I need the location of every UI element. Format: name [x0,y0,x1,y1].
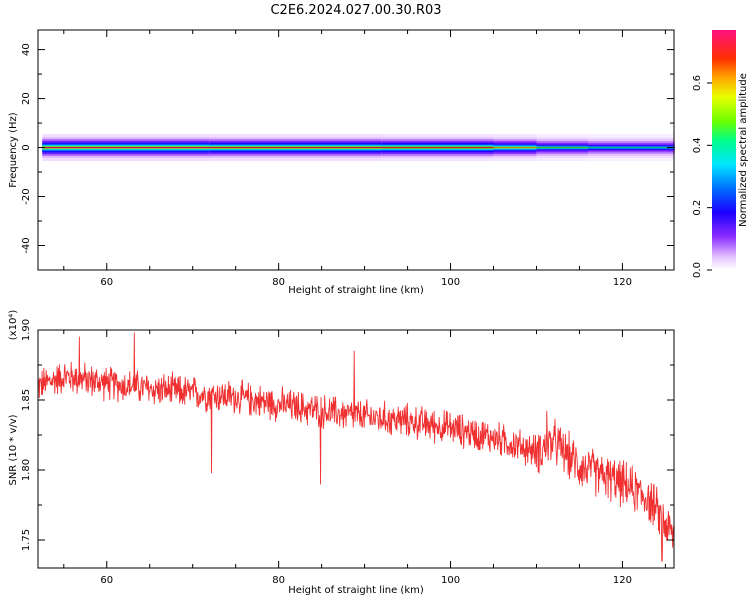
spectral-band [42,134,675,162]
spectrogram-x-tick-label: 60 [100,277,113,288]
snr-x-tick-label: 60 [100,575,113,586]
spectrogram-y-tick-label: -20 [21,188,32,204]
snr-x-tick-label: 80 [272,575,285,586]
spectrogram-x-tick-label: 120 [613,277,632,288]
snr-y-tick-label: 1.80 [21,459,32,481]
colorbar-ticks: 0.0 0.2 0.4 0.6 [692,75,712,278]
snr-y-tick-label: 1.75 [21,529,32,551]
spectrogram-x-tick-label: 80 [272,277,285,288]
spectrogram-panel: 60 80 100 120 -40 -20 0 20 40 Height of straight… [8,29,675,296]
spectrogram-y-tick-label: 0 [21,144,32,150]
colorbar-tick-label: 0.6 [692,75,703,91]
spectrogram-y-tick-label: 40 [21,43,32,56]
snr-plot-area [38,330,674,568]
spectrogram-x-tick-label: 100 [441,277,460,288]
spectrogram-y-tick-label: -40 [21,237,32,253]
snr-x-axis-label: Height of straight line (km) [288,585,424,596]
spectrogram-y-tick-label: 20 [21,92,32,105]
snr-y-tick-label: 1.90 [21,319,32,341]
snr-x-tick-label: 120 [613,575,632,586]
snr-frame [37,329,675,569]
snr-y-axis-label: SNR (10 * v/v) [8,414,19,485]
spectrogram-ticks: 60 80 100 120 -40 -20 0 20 40 [21,30,674,288]
snr-y-tick-label: 1.85 [21,389,32,411]
colorbar: 0.0 0.2 0.4 0.6 Normalized spectral amplitu… [692,30,749,278]
figure-title: C2E6.2024.027.00.30.R03 [270,3,441,18]
snr-series-line [37,332,675,562]
spectrogram-frame [37,29,675,271]
colorbar-tick-label: 0.4 [692,137,703,153]
colorbar-tick-label: 0.0 [692,262,703,278]
colorbar-label: Normalized spectral amplitude [738,73,749,227]
spectrogram-y-axis-label: Frequency (Hz) [8,112,19,188]
snr-x-tick-label: 100 [441,575,460,586]
colorbar-tick-label: 0.2 [692,200,703,216]
snr-ticks: 60 80 100 120 1.75 1.80 1.85 1.90 [21,319,674,586]
spectrogram-x-axis-label: Height of straight line (km) [288,285,424,296]
snr-panel: 60 80 100 120 1.75 1.80 1.85 1.90 Height of str… [8,310,675,596]
snr-y-multiplier: (x10⁴) [8,310,19,341]
colorbar-gradient [712,30,736,270]
